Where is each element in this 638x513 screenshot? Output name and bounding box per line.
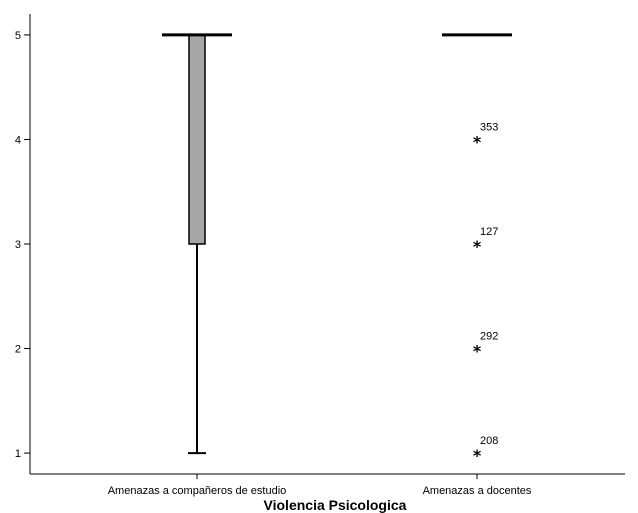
outlier-star: *: [473, 237, 482, 256]
outlier-star: *: [473, 132, 482, 151]
outlier-star: *: [473, 342, 482, 361]
plot-marks: *353*127*292*208: [162, 33, 512, 465]
x-category-label: Amenazas a compañeros de estudio: [108, 485, 287, 497]
outlier-label: 127: [480, 226, 498, 238]
box-rect: [188, 34, 206, 245]
x-axis-title: Violencia Psicologica: [264, 497, 407, 513]
outlier-label: 353: [480, 121, 498, 133]
y-tick-label: 4: [15, 134, 21, 146]
outlier-label: 208: [480, 435, 498, 447]
x-category-label: Amenazas a docentes: [423, 485, 532, 497]
outlier-label: 292: [480, 331, 498, 343]
outlier-star: *: [473, 446, 482, 465]
y-tick-label: 3: [15, 239, 21, 251]
axes: 1 2 3 4 5 Amenazas a compañeros de estudio Ame…: [15, 14, 625, 497]
y-tick-label: 5: [15, 30, 21, 42]
y-tick-label: 1: [15, 448, 21, 460]
y-tick-label: 2: [15, 344, 21, 356]
